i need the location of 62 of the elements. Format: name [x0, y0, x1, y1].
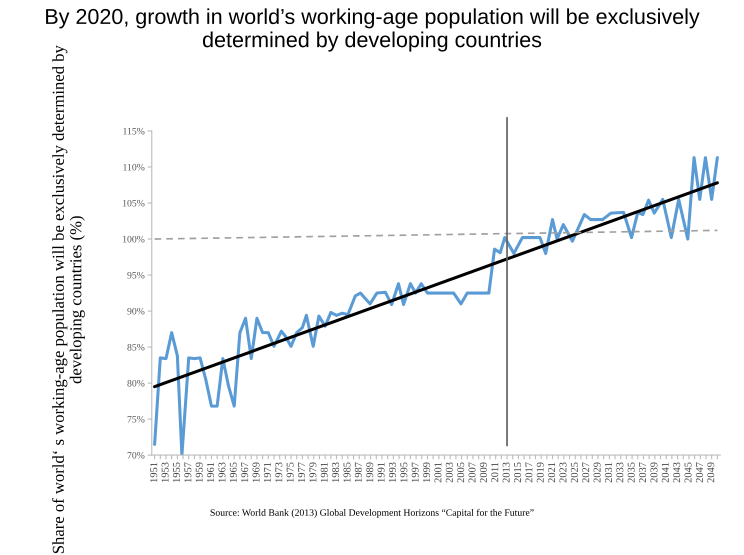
x-tick-label: 2049: [707, 462, 714, 482]
x-tick-label: 2025: [570, 462, 578, 482]
x-tick-label: 2035: [628, 462, 635, 482]
x-tick-label: 2029: [594, 462, 601, 482]
x-tick-label: 1989: [366, 462, 374, 482]
x-tick-label: 2015: [514, 462, 522, 482]
y-tick-label: 105%: [123, 200, 144, 207]
x-tick-label: 1967: [241, 462, 248, 482]
x-tick-label: 1957: [184, 462, 192, 482]
x-tick-label: 2039: [650, 462, 658, 482]
y-tick-label: 110%: [123, 164, 144, 170]
x-tick-label: 1951: [150, 462, 158, 482]
y-tick-label: 75%: [128, 416, 144, 423]
x-tick-label: 1971: [264, 462, 271, 482]
x-tick-label: 2031: [604, 462, 612, 482]
x-tick-label: 2017: [525, 462, 532, 482]
x-tick-label: 1977: [298, 462, 306, 482]
x-tick-label: 2021: [548, 462, 556, 482]
y-tick-label: 100%: [123, 236, 144, 243]
x-tick-label: 1983: [332, 462, 340, 482]
x-tick-label: 1991: [378, 462, 385, 482]
x-tick-label: 1987: [354, 462, 362, 482]
x-tick-label: 1999: [423, 462, 430, 482]
x-tick-label: 2019: [536, 462, 544, 482]
x-tick-label: 1997: [412, 462, 419, 482]
y-tick-label: 95%: [127, 272, 144, 279]
x-tick-label: 2023: [559, 462, 566, 482]
x-tick-label: 1975: [286, 462, 294, 482]
x-tick-label: 1953: [162, 462, 169, 482]
x-tick-label: 1961: [207, 462, 214, 482]
y-tick-label: 115%: [123, 128, 144, 134]
x-tick-label: 2009: [480, 462, 487, 482]
x-tick-label: 1993: [388, 462, 396, 482]
y-tick-label: 90%: [127, 308, 144, 315]
x-tick-label: 1955: [172, 462, 180, 482]
source-note: Source: World Bank (2013) Global Development Horizons “Capital for the Future”: [210, 508, 534, 518]
x-tick-label: 1973: [275, 462, 282, 482]
x-tick-label: 2001: [434, 462, 442, 482]
x-tick-label: 1965: [230, 462, 237, 482]
x-tick-label: 2007: [468, 462, 476, 482]
x-tick-label: 1979: [309, 462, 316, 482]
x-tick-label: 2005: [457, 462, 464, 482]
x-tick-label: 1985: [343, 462, 350, 482]
y-axis-title: Share of world‘ s working-age population will be exclusively determined by developing countries (%): [52, 45, 85, 554]
x-tick-label: 1963: [218, 462, 226, 482]
x-tick-label: 2037: [639, 462, 646, 482]
y-tick-label: 85%: [127, 344, 144, 351]
y-tick-label: 80%: [127, 380, 144, 387]
y-tick-label: 70%: [128, 452, 144, 459]
x-tick-label: 2043: [673, 462, 680, 482]
x-tick-label: 2045: [684, 462, 692, 482]
x-tick-label: 2047: [696, 462, 703, 482]
x-tick-label: 2041: [662, 462, 669, 482]
x-tick-label: 2027: [582, 462, 590, 482]
x-tick-label: 2003: [446, 462, 453, 482]
x-tick-label: 1981: [320, 462, 328, 482]
x-tick-label: 1959: [196, 462, 203, 482]
x-tick-label: 2011: [491, 462, 498, 482]
x-tick-label: 1969: [252, 462, 260, 482]
x-tick-label: 1995: [400, 462, 408, 482]
x-tick-label: 2013: [502, 462, 510, 482]
x-tick-label: 2033: [616, 462, 624, 482]
